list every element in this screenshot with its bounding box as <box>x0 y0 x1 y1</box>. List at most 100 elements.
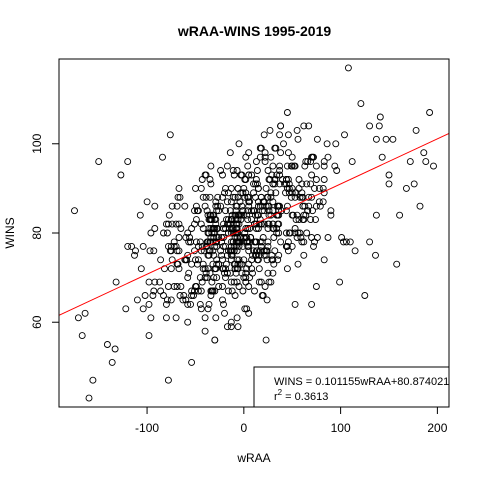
data-point <box>163 296 171 304</box>
data-point <box>320 176 328 183</box>
data-point <box>147 229 155 237</box>
data-point <box>299 202 307 210</box>
data-point <box>264 269 272 277</box>
data-point <box>298 193 306 201</box>
data-point <box>300 251 308 259</box>
data-point <box>167 296 175 304</box>
data-point <box>280 140 287 148</box>
data-point <box>265 278 273 286</box>
data-point <box>265 202 273 210</box>
data-point <box>284 149 292 157</box>
data-point <box>229 167 237 174</box>
data-point <box>226 149 234 157</box>
data-point <box>234 265 242 273</box>
data-point <box>168 202 176 210</box>
data-point <box>268 251 276 259</box>
data-point <box>245 283 253 290</box>
data-point <box>258 292 266 299</box>
data-point <box>201 265 209 273</box>
data-point <box>234 323 242 331</box>
plot-frame <box>58 58 450 408</box>
data-point <box>300 211 308 219</box>
data-point <box>219 193 226 201</box>
data-point <box>263 296 271 304</box>
data-point <box>215 207 223 215</box>
data-point <box>81 309 89 317</box>
data-point <box>227 318 235 326</box>
data-point <box>163 229 171 237</box>
data-point <box>164 220 172 228</box>
data-point <box>164 283 172 290</box>
data-point <box>224 189 232 197</box>
data-point <box>267 278 275 286</box>
data-point <box>212 314 220 322</box>
data-point <box>240 234 248 241</box>
data-point <box>309 153 316 161</box>
data-point <box>74 314 82 322</box>
data-point <box>175 220 183 228</box>
data-point <box>230 171 238 179</box>
data-point <box>211 229 219 237</box>
data-point <box>223 269 231 277</box>
data-point <box>204 251 212 259</box>
x-tick-label: 100 <box>331 421 351 435</box>
data-point <box>260 220 268 228</box>
data-point <box>211 287 219 295</box>
data-point <box>193 207 201 215</box>
data-point <box>206 216 214 224</box>
data-point <box>197 287 205 295</box>
data-point <box>204 229 212 237</box>
data-point <box>150 247 158 255</box>
data-point <box>372 211 380 219</box>
data-point <box>145 300 153 308</box>
data-point <box>375 122 383 130</box>
data-point <box>219 265 226 273</box>
data-point <box>268 256 276 264</box>
data-point <box>226 247 234 255</box>
data-point <box>204 265 212 273</box>
data-point <box>212 198 220 206</box>
data-point <box>254 184 262 192</box>
data-point <box>231 265 239 273</box>
data-point <box>192 202 200 210</box>
data-point <box>276 131 284 139</box>
data-point <box>207 292 215 299</box>
data-point <box>207 180 215 188</box>
data-point <box>238 211 246 219</box>
data-point <box>271 180 279 188</box>
data-point <box>236 211 244 219</box>
data-point <box>361 292 369 299</box>
data-point <box>261 149 269 157</box>
data-point <box>412 126 420 134</box>
data-point <box>206 269 214 277</box>
data-point <box>336 278 344 286</box>
data-point <box>269 198 277 206</box>
data-point <box>188 287 196 295</box>
data-point <box>319 198 327 206</box>
data-point <box>313 135 321 143</box>
data-point <box>382 135 390 143</box>
data-point <box>259 234 267 241</box>
data-point <box>267 193 275 201</box>
data-point <box>263 193 271 201</box>
data-point <box>206 176 214 183</box>
data-point <box>217 202 225 210</box>
data-point <box>310 242 317 250</box>
data-point <box>213 256 221 264</box>
data-point <box>251 287 258 295</box>
data-point <box>217 167 225 174</box>
data-point <box>157 287 165 295</box>
data-point <box>204 238 212 246</box>
data-point <box>251 238 258 246</box>
data-point <box>288 242 296 250</box>
data-point <box>243 265 251 273</box>
data-point <box>205 300 213 308</box>
data-point <box>319 184 327 192</box>
data-point <box>303 229 311 237</box>
data-point <box>261 158 269 166</box>
data-point <box>292 189 300 197</box>
data-point <box>156 278 164 286</box>
data-point <box>182 296 190 304</box>
data-point <box>204 305 212 313</box>
data-point <box>214 202 222 210</box>
